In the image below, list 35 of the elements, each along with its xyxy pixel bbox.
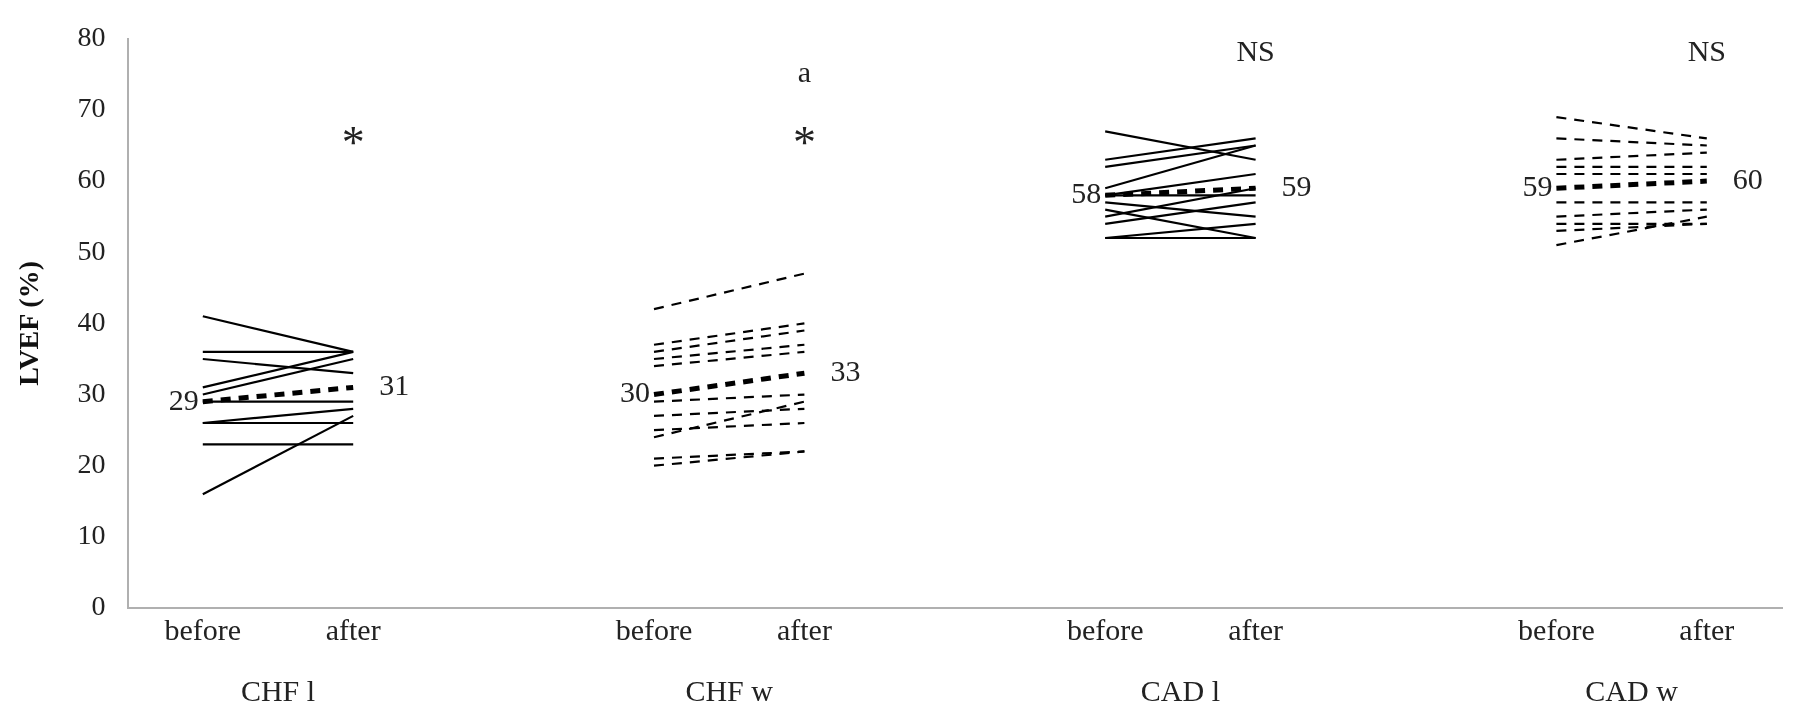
x-tick-label: after	[1679, 612, 1735, 646]
x-tick-label: before	[615, 612, 693, 646]
data-label: 59	[1522, 169, 1553, 203]
y-tick-label: 50	[77, 234, 106, 266]
x-tick-label: before	[1066, 612, 1144, 646]
data-label: 30	[620, 375, 650, 409]
annotation: NS	[1687, 33, 1726, 67]
y-tick-label: 80	[77, 21, 106, 53]
text: CHF w	[685, 673, 774, 707]
x-tick-label: after	[776, 612, 832, 646]
data-label: 58	[1071, 176, 1102, 210]
y-tick-label: 20	[77, 448, 106, 480]
x-tick-label: before	[164, 612, 242, 646]
data-label: 33	[830, 354, 861, 388]
data-label: 29	[168, 382, 199, 416]
data-label: 60	[1732, 161, 1763, 195]
x-tick-label: before	[1518, 612, 1595, 646]
y-tick-label: 60	[77, 163, 106, 195]
x-tick-label: after	[1228, 612, 1284, 646]
text: CAD w	[1585, 673, 1679, 707]
y-tick-label: 0	[91, 590, 106, 622]
x-tick-label: after	[325, 612, 381, 646]
y-axis-title: LVEF (%)	[13, 261, 45, 386]
y-tick-label: 10	[77, 519, 106, 551]
annotation: NS	[1236, 33, 1275, 67]
data-label: 59	[1281, 169, 1312, 203]
annotation: *	[341, 116, 365, 168]
y-tick-label: 30	[77, 376, 106, 408]
y-tick-label: 40	[77, 305, 106, 337]
data-label: 31	[379, 368, 410, 402]
y-tick-label: 70	[77, 92, 106, 124]
text: CHF l	[240, 673, 316, 707]
text: CAD l	[1140, 673, 1220, 707]
annotation: a	[797, 55, 812, 89]
annotation: *	[792, 116, 816, 168]
